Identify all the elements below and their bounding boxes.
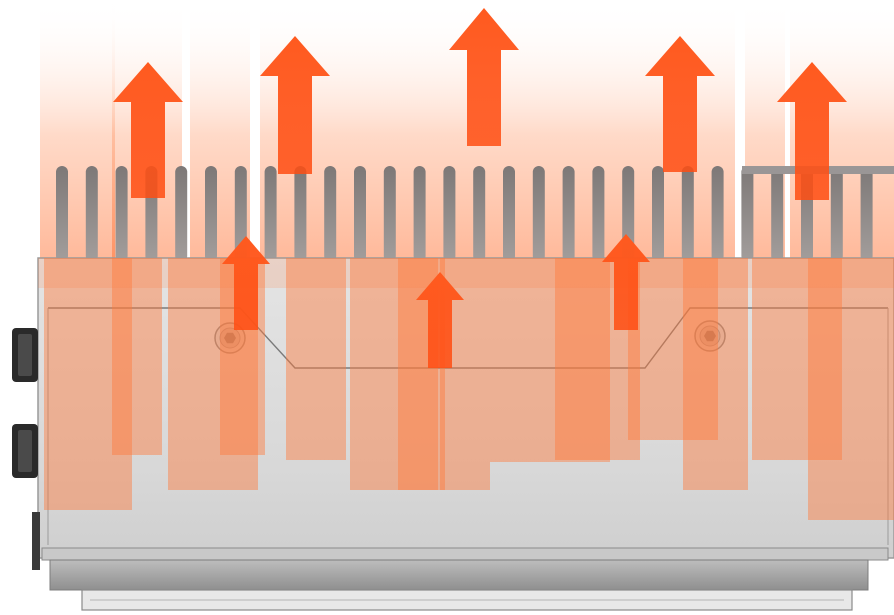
heatsink-fin — [443, 166, 456, 262]
arrow-up-icon — [222, 236, 270, 330]
heat-band — [490, 258, 610, 462]
heat-bands — [38, 258, 894, 520]
heatsink-fin — [592, 166, 605, 262]
heatsink-fin — [383, 166, 396, 262]
heat-glow-column — [40, 0, 115, 300]
heatsink-fin — [741, 166, 754, 262]
heatsink-fin — [115, 166, 128, 262]
heat-glow-column — [560, 0, 660, 300]
hex-screw-icon — [694, 320, 726, 352]
heatsink-fin — [175, 166, 188, 262]
side-connectors — [12, 328, 40, 570]
chassis-lower-lip — [41, 547, 889, 561]
heat-band — [808, 258, 894, 520]
chassis-bevel-line — [48, 307, 888, 369]
heat-band — [112, 258, 162, 455]
heatsink-fin — [205, 166, 217, 262]
heatsink-fin — [652, 166, 664, 262]
heatsink-fin — [85, 166, 98, 262]
arrow-up-icon — [449, 8, 519, 146]
hex-screw-icon — [214, 322, 246, 354]
heatsink-fin — [503, 166, 515, 262]
arrow-up-icon — [602, 234, 650, 330]
heatsink-fin — [473, 166, 486, 262]
chassis-body — [37, 257, 894, 611]
heat-band — [44, 258, 132, 510]
connector-bracket — [32, 512, 40, 570]
arrow-up-icon — [113, 62, 183, 198]
heatsink-fin — [294, 166, 307, 262]
heatsink-fin — [830, 166, 843, 262]
heatsink-fin — [711, 166, 724, 262]
heatsink-fin — [324, 166, 337, 262]
arrow-up-icon — [777, 62, 847, 200]
heatsink-fin — [771, 166, 784, 262]
heatsink-fin — [264, 166, 277, 262]
connector-lower-inset — [18, 430, 32, 472]
heatsink-fin — [354, 166, 366, 262]
connector-upper-inset — [18, 334, 32, 376]
arrow-up-icon — [645, 36, 715, 172]
heatsink-fin — [234, 166, 247, 262]
heat-band — [628, 258, 718, 440]
heat-band-top — [38, 258, 894, 288]
heatsink-fin — [56, 166, 68, 262]
arrow-up-icon — [260, 36, 330, 174]
heat-arrows — [113, 8, 847, 368]
arrow-up-icon — [416, 272, 464, 368]
heatsink-fin — [860, 166, 873, 262]
heatsink-fin — [681, 166, 694, 262]
heatsink-fin — [413, 166, 426, 262]
heatsink-fin — [562, 166, 575, 262]
heat-band — [286, 258, 346, 460]
base-plate — [49, 559, 869, 591]
heatsink-fin — [532, 166, 545, 262]
heat-band — [683, 258, 748, 490]
heat-band — [752, 258, 842, 460]
